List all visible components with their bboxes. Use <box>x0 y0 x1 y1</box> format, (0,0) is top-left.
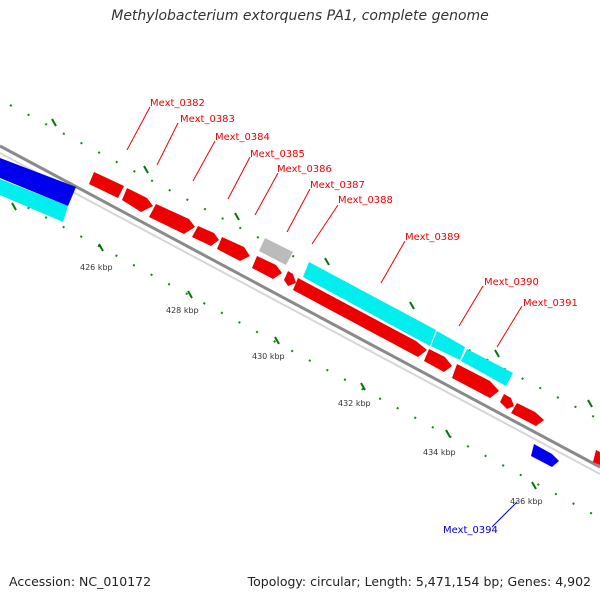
map-title: Methylobacterium extorquens PA1, complet… <box>111 8 489 24</box>
gene-mext-0386[interactable] <box>217 237 250 261</box>
gene-label-mext-0391[interactable]: Mext_0391 <box>523 298 578 309</box>
cyan-feature-left <box>0 179 68 222</box>
gene-labels: Mext_0382 Mext_0383 Mext_0384 Mext_0385 … <box>150 98 578 536</box>
tick-label-426: 426 kbp <box>80 263 113 272</box>
tick-label-434: 434 kbp <box>423 448 456 457</box>
gene-mext-0388[interactable] <box>284 271 296 286</box>
gene-red-small-1[interactable] <box>500 394 514 409</box>
leader-lines <box>126 106 523 528</box>
gene-label-mext-0387[interactable]: Mext_0387 <box>310 180 365 191</box>
gene-mext-0382[interactable] <box>89 172 124 198</box>
gene-mext-0385[interactable] <box>192 226 219 246</box>
gene-mext-0383[interactable] <box>122 188 153 212</box>
tick-label-432: 432 kbp <box>338 399 371 408</box>
gene-label-mext-0382[interactable]: Mext_0382 <box>150 98 205 109</box>
blue-feature-left <box>0 158 76 206</box>
gene-label-mext-0385[interactable]: Mext_0385 <box>250 149 305 160</box>
genome-summary-text: Topology: circular; Length: 5,471,154 bp… <box>247 574 591 589</box>
gene-mext-0391[interactable] <box>461 349 513 386</box>
gene-label-mext-0388[interactable]: Mext_0388 <box>338 195 393 206</box>
gene-label-mext-0390[interactable]: Mext_0390 <box>484 277 539 288</box>
feature-track <box>0 158 600 467</box>
tick-marks <box>11 118 593 490</box>
gene-red-long[interactable] <box>293 278 427 357</box>
gene-red-edge[interactable] <box>593 450 600 465</box>
gene-red-small-2[interactable] <box>511 403 544 426</box>
gene-label-mext-0383[interactable]: Mext_0383 <box>180 114 235 125</box>
gene-mext-0394[interactable] <box>531 444 559 467</box>
gene-mext-0384[interactable] <box>149 204 195 234</box>
tick-label-430: 430 kbp <box>252 352 285 361</box>
gene-label-mext-0386[interactable]: Mext_0386 <box>277 164 332 175</box>
tick-label-436: 436 kbp <box>510 497 543 506</box>
gene-red-mid[interactable] <box>452 364 499 398</box>
gene-red-short[interactable] <box>424 349 452 372</box>
tick-labels: 426 kbp 428 kbp 430 kbp 432 kbp 434 kbp … <box>80 263 543 506</box>
backbone <box>0 144 600 475</box>
tick-label-428: 428 kbp <box>166 306 199 315</box>
grey-feature[interactable] <box>259 238 293 265</box>
accession-text: Accession: NC_010172 <box>9 574 152 589</box>
gene-mext-0390[interactable] <box>431 331 465 360</box>
gene-mext-0387[interactable] <box>252 256 282 279</box>
gene-label-mext-0394[interactable]: Mext_0394 <box>443 525 498 536</box>
gene-label-mext-0384[interactable]: Mext_0384 <box>215 132 270 143</box>
gene-mext-0389[interactable] <box>303 262 436 346</box>
gene-label-mext-0389[interactable]: Mext_0389 <box>405 232 460 243</box>
